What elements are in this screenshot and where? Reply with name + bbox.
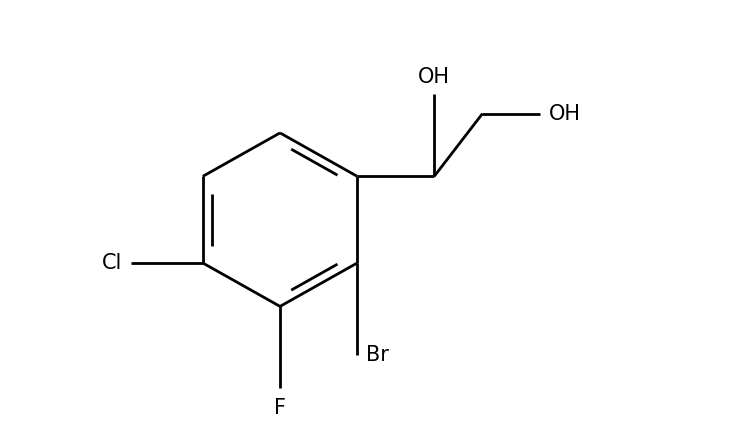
Text: F: F	[274, 398, 286, 418]
Text: Cl: Cl	[102, 253, 122, 273]
Text: Br: Br	[366, 345, 389, 365]
Text: OH: OH	[549, 104, 581, 124]
Text: OH: OH	[418, 67, 450, 87]
